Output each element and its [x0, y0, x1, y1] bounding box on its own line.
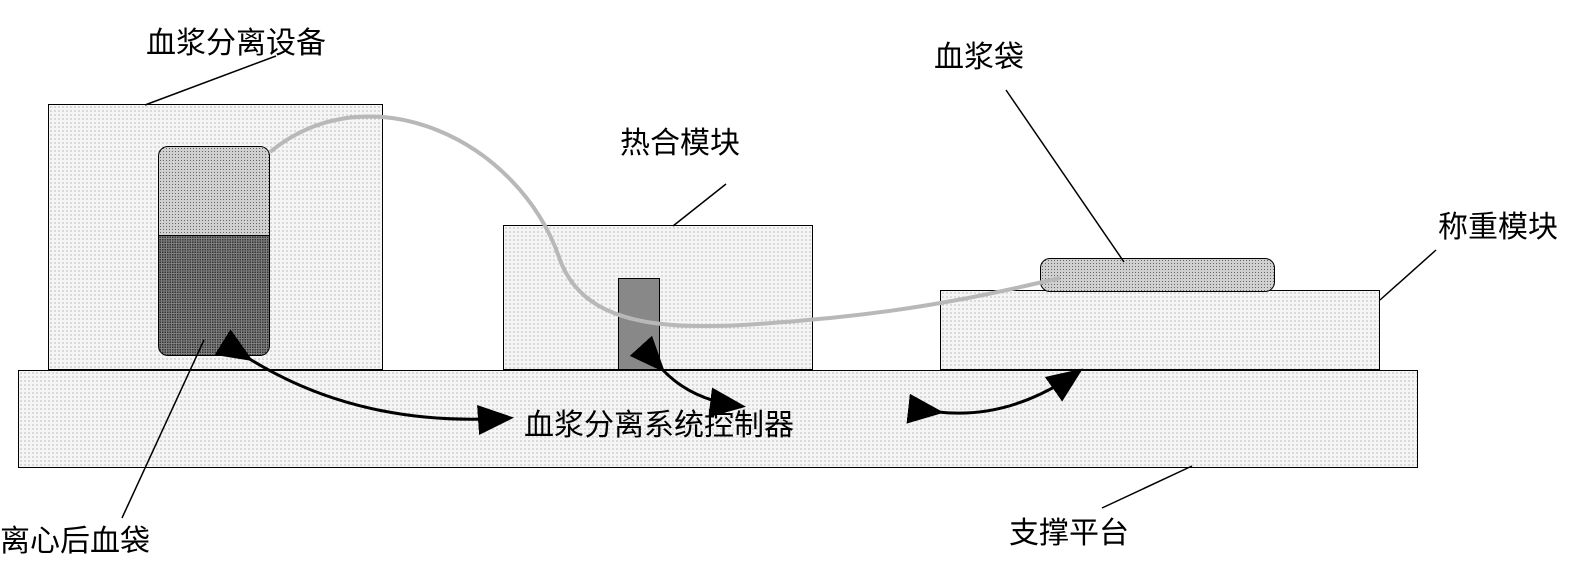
leader-weighing: [1380, 250, 1436, 300]
label-weighing-module: 称重模块: [1438, 202, 1558, 246]
plasma-bag-box: [1040, 258, 1275, 292]
label-separator-device: 血浆分离设备: [146, 18, 326, 62]
leader-sealing: [673, 184, 726, 226]
leader-separator: [145, 56, 276, 105]
label-support-platform: 支撑平台: [1009, 508, 1129, 552]
label-controller: 血浆分离系统控制器: [524, 400, 794, 444]
leader-plasma-bag: [1006, 90, 1124, 262]
blood-bag-bottom: [158, 236, 270, 356]
label-sealing-module: 热合模块: [620, 118, 740, 162]
label-centrifuged-bag: 离心后血袋: [0, 516, 150, 560]
label-plasma-bag: 血浆袋: [934, 32, 1024, 76]
leader-platform: [1102, 466, 1192, 508]
blood-bag-top: [158, 146, 270, 236]
weighing-module-box: [940, 290, 1380, 370]
sealing-plug: [618, 278, 660, 370]
